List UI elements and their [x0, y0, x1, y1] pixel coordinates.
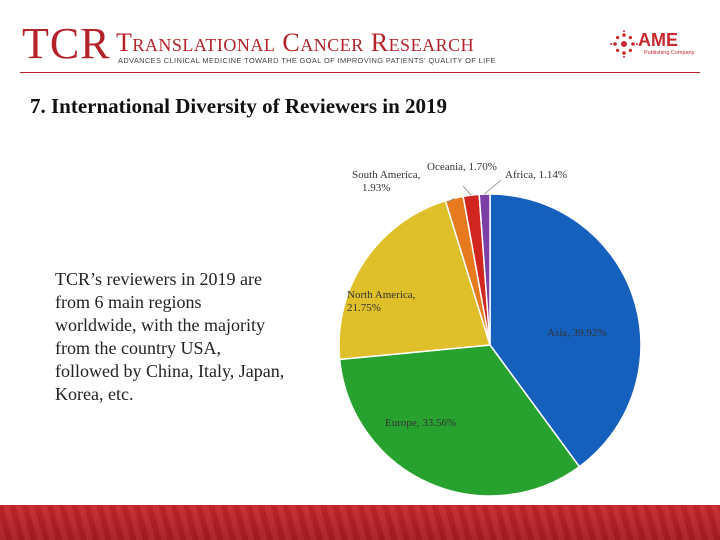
- slide-header: TCR Translational Cancer Research ADVANC…: [0, 0, 720, 80]
- tcr-logo: TCR: [22, 19, 111, 68]
- leader-line-south-america: [447, 197, 455, 203]
- header-divider: [20, 72, 700, 73]
- ame-subtitle: Publishing Company: [644, 50, 695, 56]
- pie-slice-africa: [478, 193, 491, 346]
- slide-title: 7. International Diversity of Reviewers …: [30, 94, 448, 118]
- journal-name: Translational Cancer Research: [116, 28, 475, 57]
- slide-body-text: TCR’s reviewers in 2019 are from 6 main …: [55, 269, 285, 404]
- slice-label-north-america: North America, 21.75%: [347, 289, 416, 314]
- ame-dots-icon: [610, 30, 638, 58]
- ame-logo: AME Publishing Company: [610, 28, 710, 64]
- slice-label-europe: Europe, 33.56%: [385, 417, 456, 429]
- slice-label-asia: Asia, 39.92%: [547, 327, 607, 339]
- journal-tagline: ADVANCES CLINICAL MEDICINE TOWARD THE GO…: [118, 56, 496, 65]
- slice-label-south-america: South America, 1.93%: [352, 169, 421, 194]
- pie-chart: Asia, 39.92% Europe, 33.56% North America,…: [338, 161, 642, 497]
- ame-wordmark: AME: [638, 30, 678, 50]
- pie-slice-asia: [489, 193, 642, 468]
- slice-label-africa: Africa, 1.14%: [505, 169, 567, 181]
- pie-slice-europe: [338, 344, 581, 497]
- slice-label-oceania: Oceania, 1.70%: [427, 161, 497, 173]
- footer-band: [0, 505, 720, 540]
- leader-line-africa: [484, 179, 502, 195]
- leader-line-oceania: [462, 185, 472, 196]
- pie-slice-north-america: [338, 199, 491, 361]
